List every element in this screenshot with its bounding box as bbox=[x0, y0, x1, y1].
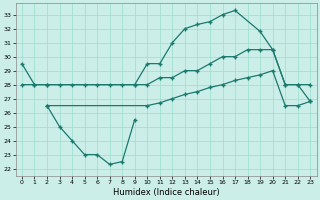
X-axis label: Humidex (Indice chaleur): Humidex (Indice chaleur) bbox=[113, 188, 220, 197]
